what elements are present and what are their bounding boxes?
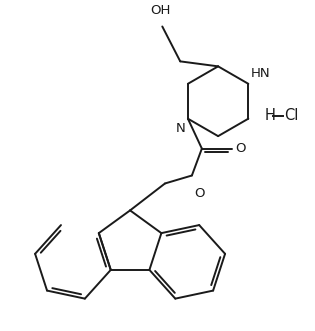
Text: H: H [265,108,276,123]
Text: O: O [236,142,246,155]
Text: OH: OH [150,4,170,17]
Text: Cl: Cl [284,108,299,123]
Text: HN: HN [250,67,270,80]
Text: O: O [194,187,204,201]
Text: N: N [176,122,186,135]
